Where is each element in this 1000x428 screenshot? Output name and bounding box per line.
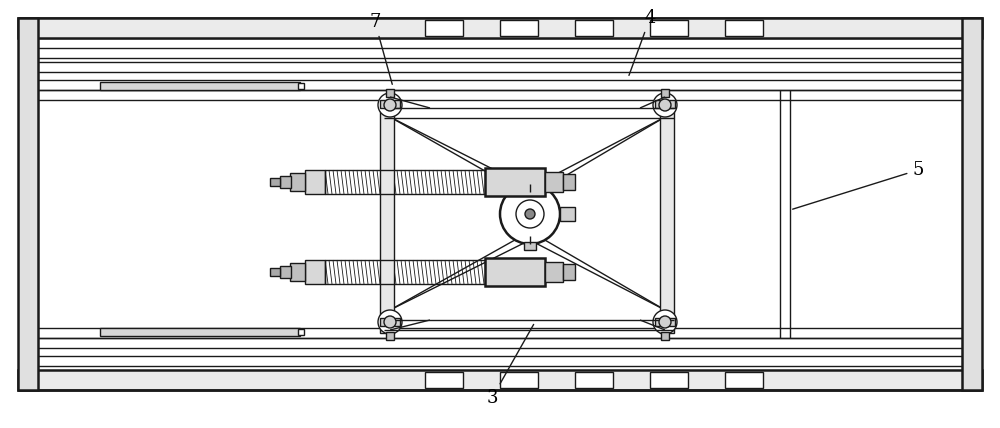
Bar xyxy=(290,263,305,281)
Bar xyxy=(545,262,563,282)
Text: 3: 3 xyxy=(486,324,534,407)
Text: 7: 7 xyxy=(369,13,392,84)
Bar xyxy=(380,100,400,108)
Circle shape xyxy=(659,99,671,111)
Bar xyxy=(325,260,485,284)
Bar xyxy=(100,328,300,336)
Bar xyxy=(962,18,982,390)
Bar xyxy=(18,18,982,38)
Bar xyxy=(270,268,280,276)
Bar xyxy=(650,20,688,36)
Bar xyxy=(270,178,280,186)
Bar xyxy=(560,207,575,221)
Bar xyxy=(325,170,485,194)
Bar xyxy=(280,266,291,278)
Bar xyxy=(18,18,38,390)
Bar xyxy=(661,89,669,97)
Circle shape xyxy=(378,310,402,334)
Bar xyxy=(725,372,763,388)
Circle shape xyxy=(659,316,671,328)
Bar xyxy=(725,20,763,36)
Bar xyxy=(290,173,305,191)
Bar xyxy=(563,264,575,280)
Bar xyxy=(305,260,325,284)
Circle shape xyxy=(384,316,396,328)
Bar xyxy=(380,105,394,333)
Circle shape xyxy=(653,93,677,117)
Circle shape xyxy=(525,209,535,219)
Circle shape xyxy=(516,200,544,228)
Bar xyxy=(524,242,536,250)
Bar xyxy=(563,174,575,190)
Bar xyxy=(298,329,304,335)
Bar xyxy=(545,172,563,192)
Bar xyxy=(485,258,545,286)
Bar xyxy=(386,89,394,97)
Bar xyxy=(575,20,613,36)
Bar xyxy=(655,100,675,108)
Bar xyxy=(100,82,300,90)
Bar xyxy=(485,168,545,196)
Circle shape xyxy=(500,184,560,244)
Bar xyxy=(500,20,538,36)
Circle shape xyxy=(378,93,402,117)
Bar xyxy=(655,318,675,326)
Bar xyxy=(305,170,325,194)
Bar xyxy=(660,105,674,333)
Bar xyxy=(650,372,688,388)
Bar xyxy=(661,332,669,340)
Bar xyxy=(500,372,538,388)
Bar xyxy=(280,176,291,188)
Text: 5: 5 xyxy=(793,161,924,209)
Bar xyxy=(524,178,536,186)
Bar xyxy=(386,332,394,340)
Bar xyxy=(298,83,304,89)
Circle shape xyxy=(653,310,677,334)
Bar xyxy=(425,20,463,36)
Bar xyxy=(380,318,400,326)
Text: 4: 4 xyxy=(629,9,656,75)
Bar xyxy=(18,370,982,390)
Bar xyxy=(575,372,613,388)
Circle shape xyxy=(384,99,396,111)
Bar xyxy=(425,372,463,388)
